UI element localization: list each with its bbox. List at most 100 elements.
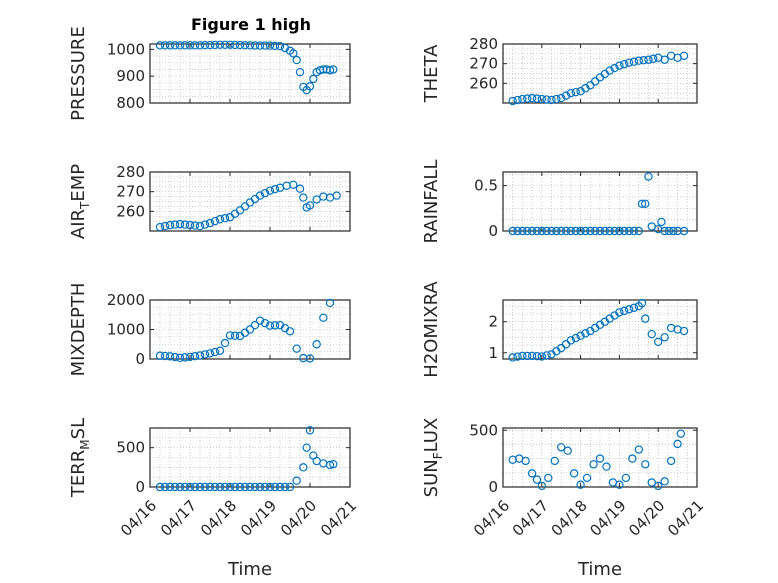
data-point [319,313,328,322]
data-point [255,482,265,492]
x-tick-label: 04/17 [157,497,200,540]
data-point [629,57,639,66]
data-point [240,482,250,492]
y-tick-label: 500 [116,439,145,457]
data-point [265,482,275,492]
data-point [523,351,532,361]
data-point [566,226,576,236]
data-point [508,353,517,362]
data-point [155,41,165,50]
data-point [155,351,165,360]
data-point [537,94,547,104]
data-point [260,318,270,328]
data-point [641,199,650,208]
data-point [255,41,265,50]
data-point [305,426,315,435]
data-point [220,40,230,50]
data-point [175,219,185,229]
data-point [590,226,600,236]
data-point [302,443,311,452]
data-point [325,460,335,470]
data-point [595,226,605,236]
y-tick-label: 1 [488,344,498,362]
data-point [527,93,537,103]
data-point [265,321,275,330]
data-point [657,217,666,227]
data-point [508,96,517,106]
data-point [610,63,619,73]
y-tick-label: 270 [469,55,498,73]
y-tick-label: 280 [116,163,145,181]
y-tick-label: 1000 [107,321,145,339]
data-point [190,221,200,230]
data-point [569,469,579,478]
data-point [527,351,537,361]
y-axis-label: TERRMSL [68,418,92,498]
data-point [285,482,295,492]
data-point [532,226,542,236]
data-point [295,184,305,193]
x-tick-label: 04/16 [117,497,160,540]
y-tick-label: 900 [116,67,145,85]
x-tick-label: 04/19 [237,497,280,540]
data-point [250,482,260,492]
y-axis-label: H2OMIXRA [421,281,442,378]
data-point [292,476,301,485]
data-point [160,482,170,492]
data-point [205,482,215,492]
data-point [550,456,559,466]
panel-rainfall: 0 0.5 RAINFALL [421,160,698,243]
data-point [571,333,580,343]
data-point [532,352,542,361]
panel-h2omixra: 1 2 H2OMIXRA [421,281,698,378]
data-point [260,188,270,198]
data-point [305,82,315,91]
data-point [195,41,205,50]
data-point [518,351,527,361]
data-point [195,221,205,231]
data-point [537,226,547,236]
data-point [255,316,265,325]
data-point [660,333,669,342]
data-point [170,352,180,362]
data-point [513,352,522,361]
data-point [155,222,165,232]
data-point [312,195,321,204]
axes-frame [502,43,698,104]
data-point [523,226,532,236]
data-point [220,214,230,223]
data-point [605,226,614,236]
data-point [180,220,190,229]
data-point [566,336,576,345]
panel-mixdepth: 0 1000 2000 MIXDEPTH [68,283,351,376]
y-tick-label: 0 [488,478,498,496]
data-point [270,321,280,330]
data-point [620,306,629,316]
data-point [557,93,566,103]
data-point [240,202,250,211]
data-point [200,41,210,50]
data-point [610,226,619,236]
data-point [552,94,561,104]
data-point [305,354,315,363]
data-point [190,351,200,361]
x-tick-label: 04/18 [548,497,591,540]
data-point [270,482,280,492]
data-point [586,226,595,236]
data-point [513,95,522,105]
data-point [615,480,624,489]
x-tick-label: 04/19 [586,497,629,540]
data-point [292,344,301,353]
data-point [160,41,170,50]
data-point [547,226,556,236]
data-point [215,40,225,50]
data-point [660,55,669,64]
data-point [629,226,639,236]
axes-frame [502,171,698,232]
data-point [280,43,290,53]
data-point [576,480,585,489]
x-tick-label: 04/16 [470,497,513,540]
data-point [240,41,250,50]
